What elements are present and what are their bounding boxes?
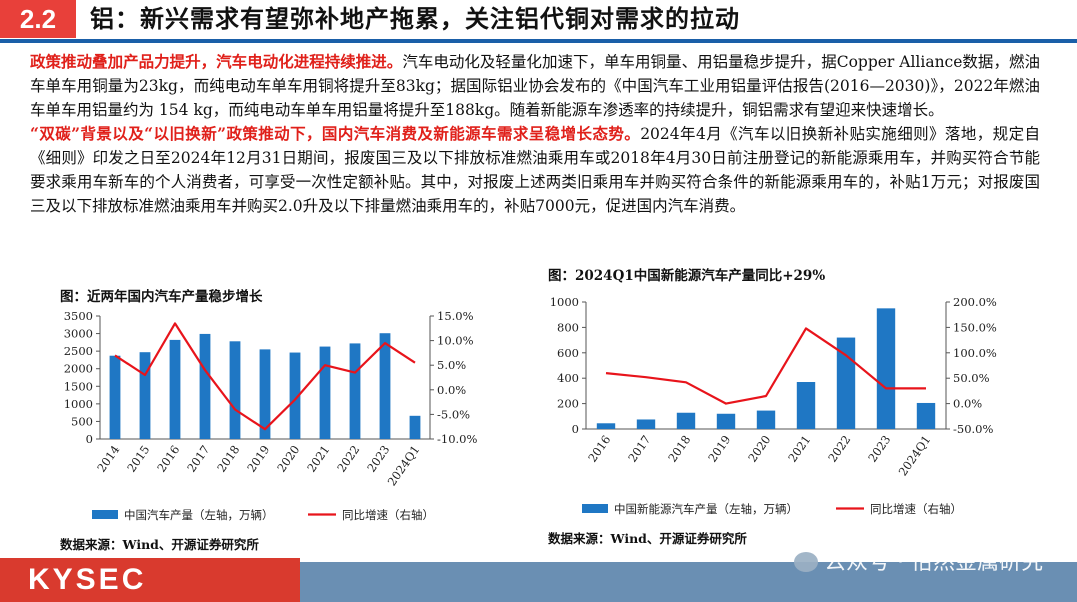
left-chart: 0 500 1000 1500 2000 2500 3000 3500 -10.0% -5.0% 0… bbox=[64, 309, 478, 522]
right-chart: 0 200 400 600 800 1000 -50.0% 0.0% 50.0% 100.0% 15… bbox=[550, 295, 997, 516]
x-axis-label: 2023 bbox=[364, 443, 392, 475]
x-axis-label: 2018 bbox=[665, 433, 693, 465]
right-axis-tick-label: 0.0% bbox=[953, 397, 982, 411]
x-axis-label: 2021 bbox=[304, 443, 332, 475]
bar-2016 bbox=[169, 339, 181, 439]
x-axis-label: 2015 bbox=[124, 443, 152, 475]
bar-2014 bbox=[109, 355, 121, 439]
right-axis-tick-label: 200.0% bbox=[953, 295, 997, 309]
bar-2017 bbox=[636, 419, 656, 429]
left-axis-tick-label: 1000 bbox=[550, 295, 579, 309]
legend-line-label: 同比增速（右轴） bbox=[342, 508, 434, 522]
right-axis-tick-label: 0.0% bbox=[437, 383, 466, 397]
paragraph-1-text: 汽车电动化及轻量化加速下，单车用铜量、用铝量稳步提升，据Copper Allia… bbox=[30, 53, 1040, 119]
x-axis-label: 2021 bbox=[785, 433, 813, 465]
paragraph-2-text: 2024年4月《汽车以旧换新补贴实施细则》落地，规定自《细则》印发之日至2024… bbox=[30, 125, 1040, 215]
x-axis-label: 2020 bbox=[274, 443, 302, 475]
left-axis-tick-label: 0 bbox=[572, 422, 579, 436]
right-axis-tick-label: -5.0% bbox=[437, 407, 470, 421]
x-axis-label: 2014 bbox=[94, 443, 122, 475]
bar-2024Q1 bbox=[409, 415, 421, 439]
legend-line-label: 同比增速（右轴） bbox=[870, 502, 962, 516]
left-chart-source: 数据来源：Wind、开源证券研究所 bbox=[60, 537, 259, 552]
paragraph-1: 政策推动叠加产品力提升，汽车电动化进程持续推进。汽车电动化及轻量化加速下，单车用… bbox=[30, 50, 1040, 122]
bar-2021 bbox=[319, 346, 331, 439]
bar-2018 bbox=[676, 412, 696, 429]
right-axis-tick-label: -10.0% bbox=[437, 432, 477, 446]
right-chart-title: 图：2024Q1中国新能源汽车产量同比+29% bbox=[548, 268, 826, 284]
bar-2020 bbox=[756, 410, 776, 429]
bar-2016 bbox=[596, 423, 616, 429]
left-axis-tick-label: 1500 bbox=[64, 379, 93, 393]
bar-2021 bbox=[796, 382, 816, 429]
slide-header: 2.2 铝：新兴需求有望弥补地产拖累，关注铝代铜对需求的拉动 bbox=[0, 0, 1077, 43]
right-axis-tick-label: -50.0% bbox=[953, 422, 993, 436]
title-divider bbox=[0, 39, 1077, 43]
right-axis-tick-label: 15.0% bbox=[437, 309, 474, 323]
wechat-icon bbox=[794, 552, 819, 572]
left-axis-tick-label: 2500 bbox=[64, 344, 93, 358]
x-axis-label: 2016 bbox=[585, 433, 613, 465]
legend-bar-swatch bbox=[582, 504, 608, 513]
right-axis-tick-label: 10.0% bbox=[437, 334, 474, 348]
bar-2019 bbox=[259, 349, 271, 439]
section-number: 2.2 bbox=[0, 0, 76, 38]
x-axis-label: 2019 bbox=[244, 443, 272, 475]
x-axis-label: 2023 bbox=[865, 433, 893, 465]
legend-bar-swatch bbox=[92, 510, 118, 519]
x-axis-label: 2022 bbox=[825, 433, 853, 465]
x-axis-label: 2022 bbox=[334, 443, 362, 475]
left-axis-tick-label: 200 bbox=[557, 397, 579, 411]
left-axis-tick-label: 0 bbox=[86, 432, 93, 446]
paragraph-2: “双碳”背景以及“以旧换新”政策推动下，国内汽车消费及新能源车需求呈稳增长态势。… bbox=[30, 122, 1040, 218]
left-axis-tick-label: 400 bbox=[557, 371, 579, 385]
x-axis-label: 2019 bbox=[705, 433, 733, 465]
legend-bar-label: 中国新能源汽车产量（左轴，万辆） bbox=[614, 502, 798, 516]
x-axis-label: 2017 bbox=[625, 433, 653, 465]
left-axis-tick-label: 1000 bbox=[64, 397, 93, 411]
x-axis-label: 2024Q1 bbox=[896, 433, 934, 479]
x-axis-label: 2020 bbox=[745, 433, 773, 465]
watermark: 公众号 · 怡然金属研究 bbox=[794, 544, 1043, 576]
bar-2022 bbox=[349, 343, 361, 439]
left-chart-title: 图：近两年国内汽车产量稳步增长 bbox=[60, 289, 263, 305]
growth-line bbox=[605, 327, 926, 405]
paragraph-1-highlight: 政策推动叠加产品力提升，汽车电动化进程持续推进。 bbox=[30, 52, 403, 71]
right-axis-tick-label: 100.0% bbox=[953, 346, 997, 360]
x-axis-label: 2018 bbox=[214, 443, 242, 475]
x-axis-label: 2016 bbox=[154, 443, 182, 475]
legend-bar-label: 中国汽车产量（左轴，万辆） bbox=[124, 508, 274, 522]
x-axis-label: 2017 bbox=[184, 443, 212, 475]
bar-2018 bbox=[229, 341, 241, 439]
left-axis-tick-label: 3500 bbox=[64, 309, 93, 323]
left-axis-tick-label: 600 bbox=[557, 346, 579, 360]
left-axis-tick-label: 3000 bbox=[64, 327, 93, 341]
right-axis-tick-label: 150.0% bbox=[953, 320, 997, 334]
bar-2023 bbox=[379, 333, 391, 439]
body-text: 政策推动叠加产品力提升，汽车电动化进程持续推进。汽车电动化及轻量化加速下，单车用… bbox=[30, 50, 1040, 218]
kysec-logo: KYSEC bbox=[0, 558, 300, 602]
slide-title: 铝：新兴需求有望弥补地产拖累，关注铝代铜对需求的拉动 bbox=[90, 4, 740, 33]
bar-2020 bbox=[289, 352, 301, 439]
bar-2023 bbox=[876, 308, 896, 429]
watermark-text: 公众号 · 怡然金属研究 bbox=[824, 550, 1043, 575]
left-axis-tick-label: 500 bbox=[71, 414, 93, 428]
right-chart-source: 数据来源：Wind、开源证券研究所 bbox=[548, 531, 747, 546]
growth-line bbox=[114, 322, 416, 431]
bar-2017 bbox=[199, 333, 211, 439]
paragraph-2-highlight: “双碳”背景以及“以旧换新”政策推动下，国内汽车消费及新能源车需求呈稳增长态势。 bbox=[30, 124, 641, 143]
right-axis-tick-label: 50.0% bbox=[953, 371, 990, 385]
right-axis-tick-label: 5.0% bbox=[437, 358, 466, 372]
bar-2024Q1 bbox=[916, 402, 936, 429]
bar-2015 bbox=[139, 352, 151, 439]
left-axis-tick-label: 2000 bbox=[64, 362, 93, 376]
bar-2019 bbox=[716, 413, 736, 429]
left-axis-tick-label: 800 bbox=[557, 320, 579, 334]
logo-text: KYSEC bbox=[28, 563, 147, 596]
